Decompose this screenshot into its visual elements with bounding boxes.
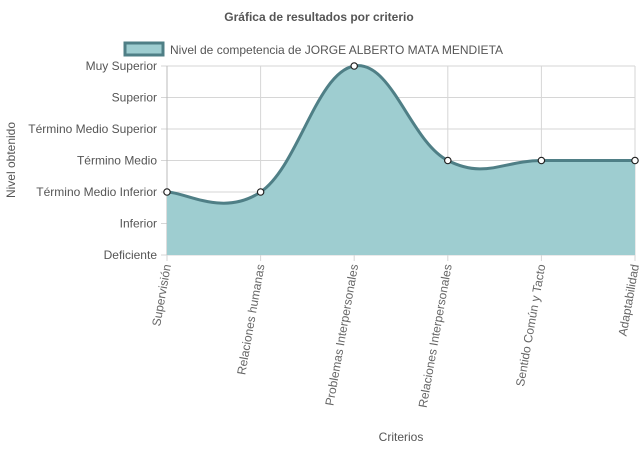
series-fill	[167, 65, 635, 255]
y-tick-label: Deficiente	[104, 248, 158, 262]
x-tick-label: Relaciones Interpersonales	[416, 263, 455, 409]
data-point[interactable]	[443, 156, 452, 165]
data-point[interactable]	[537, 156, 546, 165]
legend[interactable]: Nivel de competencia de JORGE ALBERTO MA…	[123, 41, 503, 57]
data-point[interactable]	[163, 188, 171, 196]
data-point[interactable]	[350, 62, 359, 70]
y-tick-label: Superior	[112, 91, 157, 105]
data-point[interactable]	[256, 188, 265, 196]
y-axis-title: Nivel obtenido	[4, 122, 18, 198]
y-tick-label: Muy Superior	[86, 59, 157, 73]
x-axis-title: Criterios	[379, 430, 424, 444]
legend-label: Nivel de competencia de JORGE ALBERTO MA…	[170, 43, 503, 57]
data-points	[163, 62, 639, 196]
legend-swatch	[123, 41, 165, 57]
x-tick-label: Adaptabilidad	[616, 263, 639, 337]
x-tick-label: Problemas Interpersonales	[322, 263, 361, 407]
y-tick-label: Término Medio Inferior	[36, 185, 157, 199]
x-tick-label: Relaciones humanas	[234, 263, 267, 376]
y-axis: Deficiente Inferior Término Medio Inferior…	[28, 59, 157, 262]
x-tick-label: Sentido Común y Tacto	[513, 263, 548, 388]
chart-title: Gráfica de resultados por criterio	[224, 10, 413, 24]
y-tick-label: Término Medio Superior	[28, 122, 157, 136]
y-tick-label: Término Medio	[77, 154, 157, 168]
data-point[interactable]	[631, 156, 639, 165]
y-tick-label: Inferior	[120, 217, 157, 231]
x-tick-label: Supervisión	[149, 263, 174, 327]
x-axis: Supervisión Relaciones humanas Problemas I…	[149, 263, 639, 409]
